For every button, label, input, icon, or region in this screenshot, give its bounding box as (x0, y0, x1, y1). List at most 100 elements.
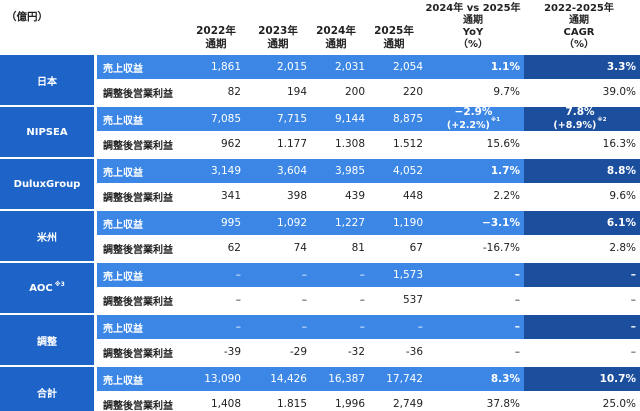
value-cell-v2025: 448 (402, 190, 423, 202)
yoy-cell: 1.7% (490, 165, 520, 177)
value-cell-v2024: 1.308 (334, 138, 365, 150)
value-cell-v2025: 537 (402, 294, 423, 306)
cagr-cell: 8.8% (524, 159, 640, 183)
value-cell-v2023: 1.177 (276, 138, 307, 150)
yoy-value: −2.9% (454, 105, 493, 118)
yoy-cell: – (514, 321, 520, 333)
value-cell-v2024: 3,985 (334, 165, 365, 177)
op-profit-row: 調整後営業利益 -39 -29 -32 -36 – – (97, 340, 640, 364)
header-2022: 2022年 通期 (196, 25, 236, 50)
yoy-adjusted-value: (+2.2%)※1 (447, 116, 501, 131)
op-profit-row: 調整後営業利益 62 74 81 67 -16.7% 2.8% (97, 236, 640, 260)
value-cell-v2022: 1,861 (210, 61, 241, 73)
yoy-cell: 9.7% (493, 86, 520, 98)
value-cell-v2024: 1,996 (334, 398, 365, 410)
yoy-cell: -16.7% (482, 242, 520, 254)
op-profit-row: 調整後営業利益 82 194 200 220 9.7% 39.0% (97, 80, 640, 104)
value-cell-v2024: – (359, 321, 365, 333)
value-cell-v2025: 2,054 (392, 61, 423, 73)
value-cell-v2023: 194 (286, 86, 307, 98)
row-label: 売上収益 (103, 323, 143, 335)
value-cell-v2024: 200 (344, 86, 365, 98)
value-cell-v2024: 81 (351, 242, 365, 254)
value-cell-v2023: 74 (293, 242, 307, 254)
row-label: 調整後営業利益 (103, 192, 173, 204)
value-cell-v2024: 16,387 (328, 373, 365, 385)
row-label: 売上収益 (103, 63, 143, 75)
op-profit-row: 調整後営業利益 962 1.177 1.308 1.512 15.6% 16.3% (97, 132, 640, 156)
segment-name-text: AOC (29, 282, 53, 294)
revenue-row: 売上収益 – – –1,573– – (97, 263, 640, 287)
cagr-cell: – (630, 346, 636, 358)
value-cell-v2025: 2,749 (392, 398, 423, 410)
segment-name: 日本 (0, 55, 94, 105)
cagr-cell: 9.6% (609, 190, 636, 202)
value-cell-v2023: 1,092 (276, 217, 307, 229)
value-cell-v2022: 995 (220, 217, 241, 229)
value-cell-v2024: – (359, 269, 365, 281)
cagr-adjusted-text: (+8.9%) (553, 120, 597, 131)
yoy-footnote-mark: ※1 (490, 116, 501, 123)
value-cell-v2023: 3,604 (276, 165, 307, 177)
segment-block: 合計 売上収益 13,090 14,426 16,387 17,742 8.3% 10.7% 調… (0, 367, 640, 411)
revenue-row: 売上収益 7,085 7,715 9,144 8,875 −2.9% (+2.2%)※1 7.… (97, 105, 640, 131)
header-2024: 2024年 通期 (316, 25, 356, 50)
yoy-cell: – (514, 294, 520, 306)
value-cell-v2022: 1,408 (210, 398, 241, 410)
op-profit-row: 調整後営業利益 341 398 439 448 2.2% 9.6% (97, 184, 640, 208)
value-cell-v2023: 14,426 (270, 373, 307, 385)
cagr-cell: 39.0% (602, 86, 636, 98)
segment-name-text: DuluxGroup (13, 178, 81, 190)
cagr-footnote-mark: ※2 (597, 116, 607, 123)
segment-name-text: 日本 (37, 76, 57, 88)
segment-name-text: 合計 (37, 388, 57, 400)
cagr-cell: 6.1% (524, 211, 640, 235)
revenue-row: 売上収益 3,149 3,604 3,985 4,052 1.7% 8.8% (97, 159, 640, 183)
segment-name: NIPSEA (0, 107, 94, 157)
cagr-cell: 25.0% (602, 398, 636, 410)
revenue-row: 売上収益 – – – – – – (97, 315, 640, 339)
revenue-row: 売上収益 13,090 14,426 16,387 17,742 8.3% 10.7% (97, 367, 640, 391)
header-cagr: 2022-2025年 通期 CAGR （%） (544, 3, 614, 50)
value-cell-v2022: – (235, 294, 241, 306)
value-cell-v2022: 7,085 (210, 113, 241, 125)
cagr-cell: 7.8% (+8.9%)※2 (524, 106, 640, 131)
yoy-cell: 1.1% (490, 61, 520, 73)
yoy-cell: 15.6% (486, 138, 520, 150)
segment-name-text: 米州 (37, 232, 57, 244)
value-cell-v2025: 1,190 (392, 217, 423, 229)
row-label: 売上収益 (103, 219, 143, 231)
row-label: 売上収益 (103, 115, 143, 127)
yoy-cell: 37.8% (486, 398, 520, 410)
value-cell-v2025: 8,875 (392, 113, 423, 125)
cagr-cell: 2.8% (609, 242, 636, 254)
cagr-cell: – (630, 294, 636, 306)
value-cell-v2025: -36 (405, 346, 423, 358)
value-cell-v2024: 1,227 (334, 217, 365, 229)
op-profit-row: 調整後営業利益 – – – 537 – – (97, 288, 640, 312)
yoy-cell: – (514, 269, 520, 281)
revenue-row: 売上収益 1,861 2,015 2,031 2,054 1.1% 3.3% (97, 55, 640, 79)
value-cell-v2025: – (417, 321, 423, 333)
row-label: 調整後営業利益 (103, 348, 173, 360)
cagr-cell: 3.3% (524, 55, 640, 79)
segment-block: AOC ※3 売上収益 – – –1,573– – 調整後営業利益 – – –537– – (0, 263, 640, 313)
row-label: 調整後営業利益 (103, 244, 173, 256)
value-cell-v2022: 962 (220, 138, 241, 150)
value-cell-v2024: 439 (344, 190, 365, 202)
yoy-cell: −3.1% (482, 217, 520, 229)
segment-block: 日本 売上収益 1,861 2,015 2,031 2,054 1.1% 3.3% 調整後営業利… (0, 55, 640, 105)
row-label: 調整後営業利益 (103, 296, 173, 308)
segment-name-text: NIPSEA (26, 126, 68, 138)
value-cell-v2024: 9,144 (334, 113, 365, 125)
value-cell-v2025: 1,573 (392, 269, 423, 281)
header-2023: 2023年 通期 (258, 25, 298, 50)
cagr-cell: 10.7% (524, 367, 640, 391)
value-cell-v2025: 4,052 (392, 165, 423, 177)
yoy-cell: 8.3% (490, 373, 520, 385)
cagr-adjusted-value: (+8.9%)※2 (553, 116, 607, 131)
row-label: 調整後営業利益 (103, 140, 173, 152)
value-cell-v2023: – (301, 294, 307, 306)
cagr-cell: 16.3% (602, 138, 636, 150)
cagr-cell: – (524, 315, 640, 339)
